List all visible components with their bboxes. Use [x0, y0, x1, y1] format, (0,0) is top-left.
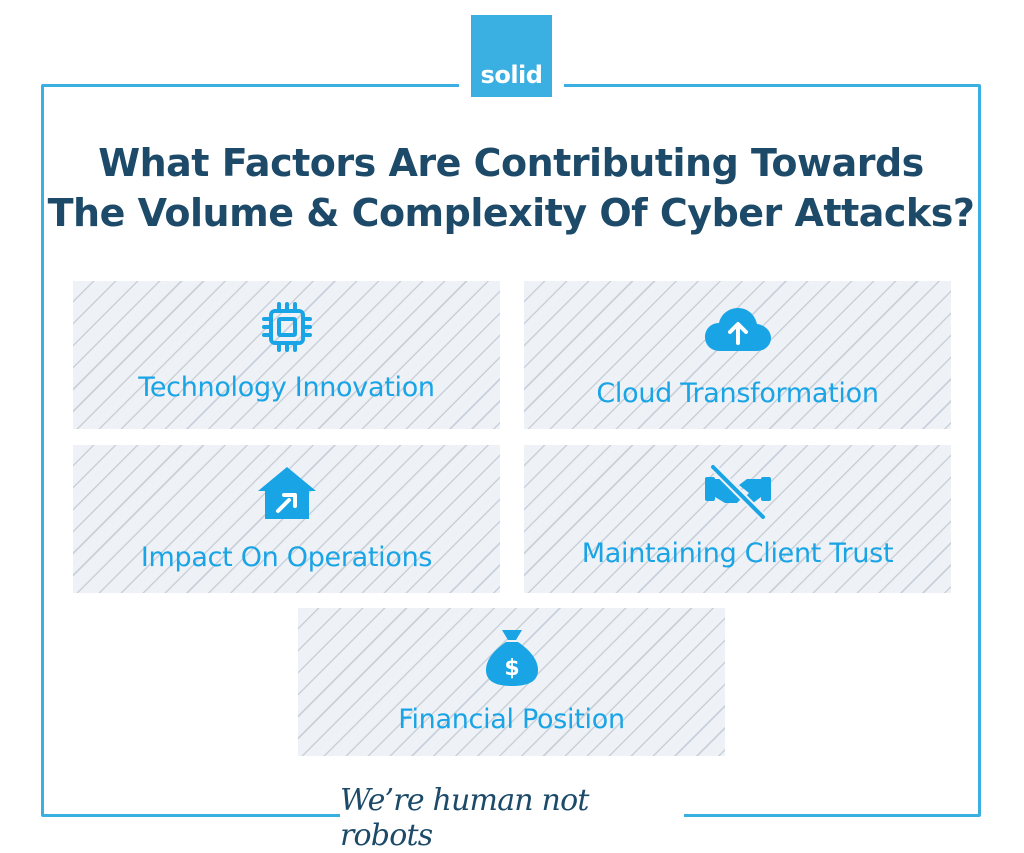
factor-card-impact-on-operations: Impact On Operations — [73, 445, 500, 593]
svg-text:$: $ — [504, 656, 519, 681]
factor-label: Cloud Transformation — [596, 378, 879, 409]
house-repair-icon — [257, 467, 316, 519]
broken-handshake-icon — [704, 463, 771, 519]
factor-label: Technology Innovation — [138, 372, 435, 403]
cpu-chip-icon — [261, 302, 312, 352]
factor-card-financial-position: $ Financial Position — [298, 608, 725, 756]
cloud-upload-icon — [704, 308, 771, 351]
title-line-2: The Volume & Complexity Of Cyber Attacks… — [47, 191, 975, 235]
tagline: We’re human not robots — [340, 783, 589, 853]
logo-text: solid — [480, 61, 543, 89]
factor-card-technology-innovation: Technology Innovation — [73, 281, 500, 429]
money-bag-icon: $ — [485, 630, 538, 686]
factor-card-cloud-transformation: Cloud Transformation — [524, 281, 951, 429]
factor-label: Maintaining Client Trust — [581, 538, 894, 569]
page-title: What Factors Are Contributing Towards Th… — [41, 138, 981, 238]
factor-card-maintaining-client-trust: Maintaining Client Trust — [524, 445, 951, 593]
tagline-container: We’re human not robots — [340, 783, 684, 853]
factor-label: Impact On Operations — [140, 542, 433, 573]
title-line-1: What Factors Are Contributing Towards — [98, 141, 924, 185]
solid-logo: solid — [471, 15, 552, 97]
factor-label: Financial Position — [398, 704, 625, 735]
